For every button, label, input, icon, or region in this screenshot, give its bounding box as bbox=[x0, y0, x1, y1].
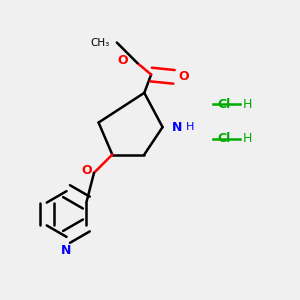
Text: O: O bbox=[178, 70, 189, 83]
Text: H: H bbox=[243, 98, 252, 111]
Text: Cl: Cl bbox=[218, 98, 231, 111]
Text: N: N bbox=[61, 244, 72, 257]
Text: H: H bbox=[185, 122, 194, 132]
Text: O: O bbox=[118, 54, 128, 67]
Text: O: O bbox=[81, 164, 92, 177]
Text: H: H bbox=[243, 132, 252, 145]
Text: Cl: Cl bbox=[218, 132, 231, 145]
Text: N: N bbox=[172, 121, 182, 134]
Text: CH₃: CH₃ bbox=[91, 38, 110, 47]
